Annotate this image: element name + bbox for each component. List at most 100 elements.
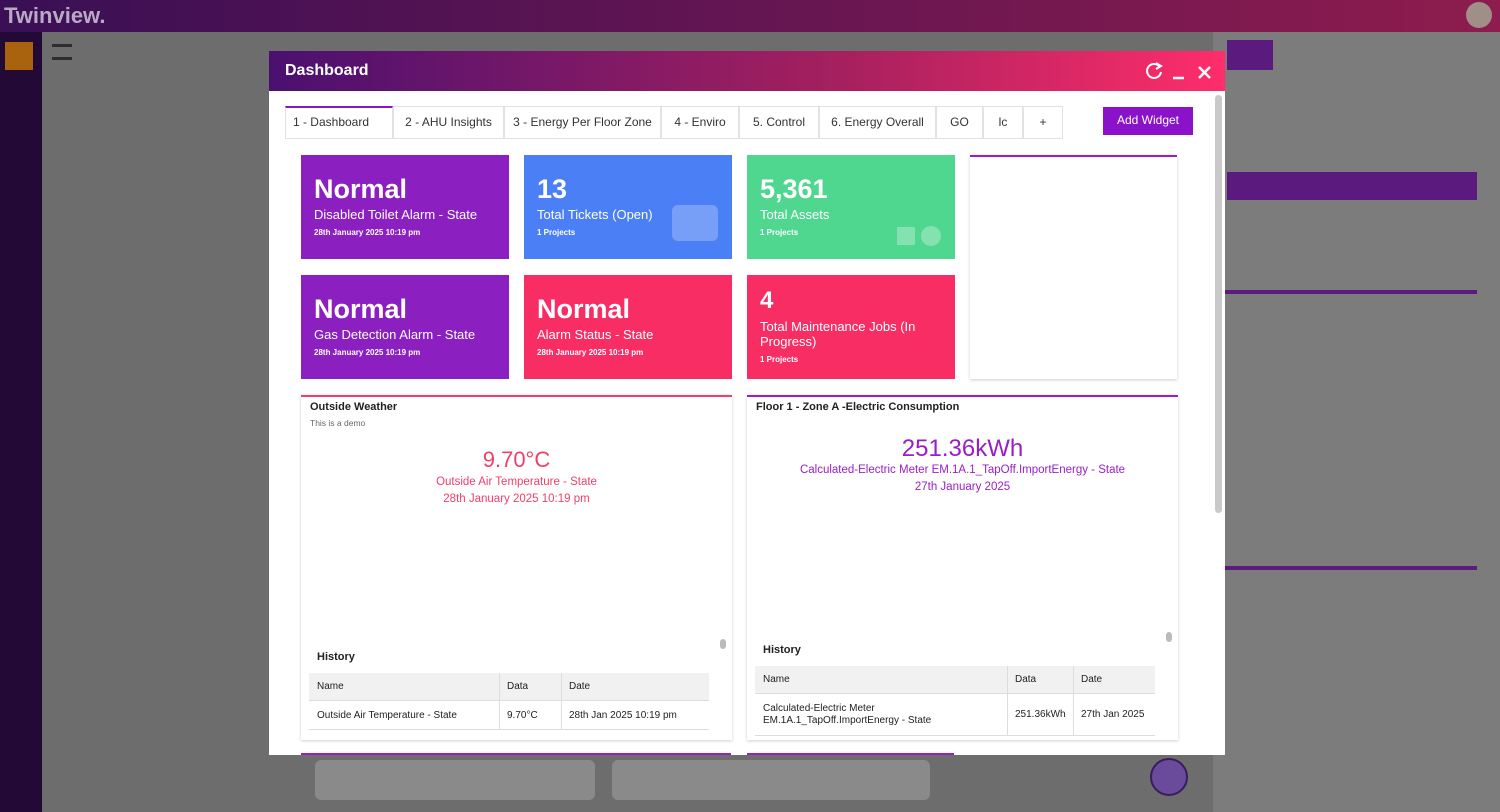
side-divider: [1220, 290, 1477, 294]
user-avatar[interactable]: [1466, 2, 1492, 28]
refresh-arrow: [1155, 62, 1163, 70]
close-button[interactable]: [1198, 66, 1211, 79]
table-header: [309, 673, 709, 701]
column-header: Data: [507, 681, 529, 692]
table-row: [755, 694, 1155, 736]
table-cell: 27th Jan 2025: [1081, 709, 1145, 720]
table-cell: Outside Air Temperature - State: [317, 709, 457, 721]
tab-label: GO: [950, 115, 969, 129]
card-value: 13: [537, 174, 568, 204]
stat-card: [301, 155, 509, 259]
reading: 251.36kWh: [901, 435, 1024, 462]
tab[interactable]: [504, 106, 661, 139]
brand: Twinview.: [4, 3, 106, 28]
card-icon: [897, 227, 915, 245]
tab[interactable]: [739, 106, 819, 139]
table-divider: [1073, 666, 1074, 736]
column-header: Name: [317, 681, 344, 692]
next-widget-edge: [301, 753, 731, 755]
table-cell: 9.70°C: [507, 709, 538, 721]
tab[interactable]: [1023, 106, 1063, 139]
card-detail: 1 Projects: [537, 228, 576, 237]
card-value: 5,361: [760, 174, 828, 204]
card-detail: 1 Projects: [760, 355, 799, 364]
side-panel: [1213, 32, 1500, 812]
sidebar: [0, 32, 42, 812]
card-detail: 28th January 2025 10:19 pm: [314, 348, 421, 357]
stat-card: [524, 155, 732, 259]
reading-label: Calculated-Electric Meter EM.1A.1_TapOff…: [799, 464, 1126, 476]
tab-label: +: [1039, 115, 1047, 129]
widget-title: Outside Weather: [310, 401, 398, 413]
table-divider: [499, 673, 500, 730]
reading-date: 28th January 2025 10:19 pm: [443, 493, 590, 505]
menu-button[interactable]: [52, 44, 72, 60]
tab-label: 5. Control: [752, 115, 806, 129]
tab[interactable]: [661, 106, 739, 139]
tab[interactable]: [285, 106, 393, 139]
tab-label: 2 - AHU Insights: [405, 115, 492, 129]
card-value: 4: [760, 287, 774, 314]
tab-label: 1 - Dashboard: [292, 115, 370, 129]
tab[interactable]: [819, 106, 936, 139]
add-widget-button[interactable]: [1103, 107, 1193, 135]
table-divider: [561, 673, 562, 730]
history-title: History: [763, 644, 801, 656]
widget: [970, 155, 1177, 379]
modal-header: [269, 51, 1225, 91]
reading-date: 27th January 2025: [914, 481, 1011, 493]
sidebar-logo: [5, 42, 33, 70]
tab-label: 6. Energy Overall: [831, 115, 924, 129]
history-title: History: [317, 651, 355, 663]
card-detail: 28th January 2025 10:19 pm: [314, 228, 421, 237]
toolbar: [315, 760, 595, 800]
stat-card: [301, 275, 509, 379]
reading-label: Outside Air Temperature - State: [436, 476, 597, 488]
column-header: Date: [569, 681, 591, 692]
card-value: Normal: [314, 174, 408, 204]
table-cell: 251.36kWh: [1015, 709, 1066, 720]
table-row: [309, 701, 709, 730]
side-divider: [1220, 566, 1477, 570]
tab[interactable]: [393, 106, 504, 139]
scrollbar: [1215, 95, 1222, 513]
tab[interactable]: [936, 106, 983, 139]
card-label: Gas Detection Alarm - State: [314, 327, 476, 342]
card-icon: [921, 226, 941, 246]
table-divider: [1007, 666, 1008, 736]
column-header: Name: [763, 674, 790, 685]
card-detail: 28th January 2025 10:19 pm: [537, 348, 644, 357]
tab-label: lc: [998, 115, 1008, 129]
card-label: Total Assets: [760, 207, 830, 222]
card-label: Alarm Status - State: [537, 327, 654, 342]
header-controls: [1146, 62, 1211, 80]
card-value: Normal: [537, 294, 631, 324]
widget-title: Floor 1 - Zone A -Electric Consumption: [756, 401, 960, 413]
table-scrollbar: [1166, 632, 1172, 642]
tab[interactable]: [983, 106, 1023, 139]
card-icon: [672, 205, 718, 241]
side-tab[interactable]: [1227, 40, 1273, 70]
next-widget-edge: [747, 753, 954, 755]
table-scrollbar: [720, 639, 726, 649]
card-label: Total Maintenance Jobs (In Progress): [760, 319, 916, 349]
stat-card: [524, 275, 732, 379]
tab-label: 3 - Energy Per Floor Zone: [513, 115, 652, 129]
assistant-avatar[interactable]: [1150, 758, 1188, 796]
side-button[interactable]: [1227, 172, 1477, 200]
table-cell: 28th Jan 2025 10:19 pm: [569, 709, 677, 721]
column-header: Date: [1081, 674, 1103, 685]
tab-label: 4 - Enviro: [674, 115, 726, 129]
modal-title: Dashboard: [285, 62, 369, 79]
table-header: [755, 666, 1155, 694]
stat-card: [747, 275, 955, 379]
card-label: Total Tickets (Open): [537, 207, 653, 222]
add-widget-label: Add Widget: [1116, 113, 1180, 127]
card-label: Disabled Toilet Alarm - State: [314, 207, 478, 222]
table-cell: Calculated-Electric Meter EM.1A.1_TapOff…: [763, 703, 932, 726]
card-value: Normal: [314, 294, 408, 324]
toolbar: [612, 760, 930, 800]
card-detail: 1 Projects: [760, 228, 799, 237]
top-bar: [0, 0, 1500, 32]
refresh-button[interactable]: [1146, 63, 1162, 79]
